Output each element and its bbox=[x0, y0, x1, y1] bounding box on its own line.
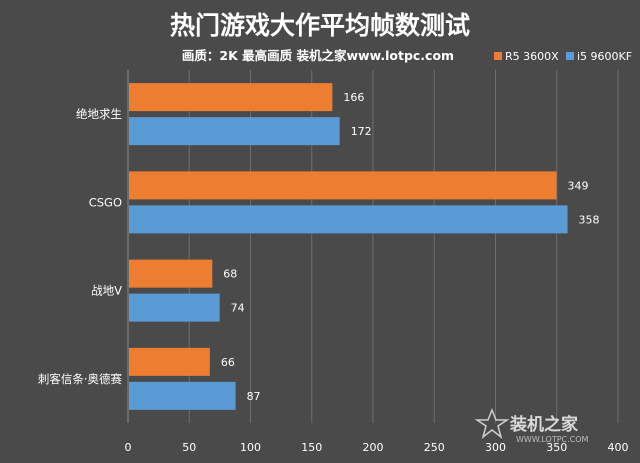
bar-i5-9600kf bbox=[129, 293, 220, 322]
star-icon bbox=[474, 407, 510, 439]
x-tick-label: 150 bbox=[301, 441, 322, 454]
data-label: 166 bbox=[343, 91, 364, 104]
category-label: 战地V bbox=[91, 284, 122, 298]
data-label: 172 bbox=[351, 125, 372, 138]
x-tick-label: 50 bbox=[182, 441, 196, 454]
data-label: 74 bbox=[231, 302, 245, 315]
x-tick-label: 350 bbox=[546, 441, 567, 454]
x-tick-label: 0 bbox=[125, 441, 132, 454]
x-tick-label: 400 bbox=[608, 441, 629, 454]
data-label: 349 bbox=[568, 179, 589, 192]
category-label: CSGO bbox=[89, 195, 122, 209]
legend: R5 3600X i5 9600KF bbox=[494, 50, 632, 63]
legend-swatch bbox=[566, 52, 574, 60]
bar-i5-9600kf bbox=[129, 381, 236, 410]
data-label: 66 bbox=[221, 356, 235, 369]
watermark-sub: WWW.LOTPC.COM bbox=[516, 435, 589, 444]
legend-label: i5 9600KF bbox=[577, 50, 632, 63]
watermark: 装机之家 WWW.LOTPC.COM bbox=[474, 407, 589, 444]
bar-r5-3600x bbox=[129, 347, 210, 376]
bar-r5-3600x bbox=[129, 83, 333, 112]
chart-title: 热门游戏大作平均帧数测试 bbox=[170, 11, 470, 40]
category-label: 绝地求生 bbox=[76, 107, 122, 121]
bar-i5-9600kf bbox=[129, 205, 568, 234]
labels-group: 0 50 100 150 200 250 300 350 400 绝地求生 166 172 CSGO 34… bbox=[38, 91, 629, 454]
legend-label: R5 3600X bbox=[505, 50, 559, 63]
x-tick-label: 200 bbox=[363, 441, 384, 454]
x-tick-label: 300 bbox=[485, 441, 506, 454]
bar-r5-3600x bbox=[129, 171, 557, 200]
legend-swatch bbox=[494, 52, 502, 60]
bar-r5-3600x bbox=[129, 259, 213, 288]
chart-subtitle: 画质：2K 最高画质 装机之家www.lotpc.com bbox=[182, 48, 454, 63]
data-label: 68 bbox=[223, 268, 237, 281]
data-label: 358 bbox=[579, 213, 600, 226]
x-tick-label: 100 bbox=[240, 441, 261, 454]
bar-i5-9600kf bbox=[129, 117, 340, 146]
x-tick-label: 250 bbox=[424, 441, 445, 454]
data-label: 87 bbox=[247, 390, 261, 403]
watermark-text: 装机之家 bbox=[509, 414, 578, 435]
bars-group bbox=[129, 83, 568, 410]
category-label: 刺客信条·奥德赛 bbox=[38, 372, 123, 386]
